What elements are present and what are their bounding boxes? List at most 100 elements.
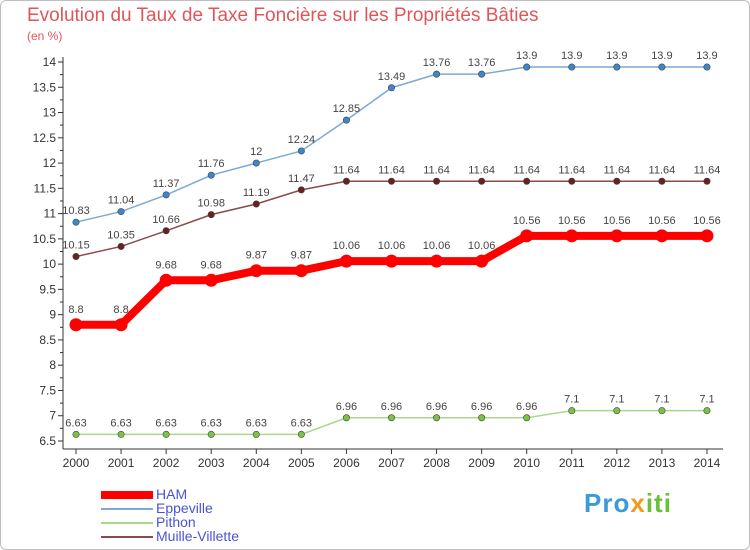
data-point-ham	[114, 318, 128, 332]
logo-part-1: Pro	[584, 488, 631, 518]
data-label-muille-villette: 10.66	[152, 214, 180, 226]
data-point-ham	[69, 318, 83, 332]
data-point-pithon	[162, 430, 170, 438]
x-tick-label: 2000	[63, 456, 90, 470]
x-tick-label: 2002	[153, 456, 180, 470]
data-label-eppeville: 10.83	[62, 205, 90, 217]
legend-item-ham: HAM	[101, 487, 301, 502]
y-tick-label: 11	[44, 207, 57, 221]
data-label-ham: 9.87	[246, 250, 267, 262]
data-label-muille-villette: 11.64	[694, 164, 721, 176]
legend-swatch-muille-villette	[101, 536, 153, 538]
legend-label-muille-villette: Muille-Villette	[156, 528, 239, 544]
data-point-pithon	[703, 407, 711, 415]
data-point-eppeville	[478, 70, 486, 78]
data-point-pithon	[478, 414, 486, 422]
data-point-muille-villette	[162, 227, 170, 235]
data-label-eppeville: 11.37	[153, 178, 180, 190]
series-layer	[69, 63, 714, 438]
data-point-pithon	[433, 414, 441, 422]
data-point-ham	[294, 264, 308, 278]
data-label-eppeville: 13.9	[561, 50, 582, 62]
data-label-muille-villette: 11.64	[378, 164, 405, 176]
data-point-muille-villette	[207, 211, 215, 219]
chart-title: Evolution du Taux de Taxe Foncière sur l…	[27, 5, 539, 26]
data-point-pithon	[72, 430, 80, 438]
data-label-eppeville: 12.85	[333, 103, 361, 115]
data-point-ham	[384, 254, 398, 268]
x-tick-label: 2009	[468, 456, 495, 470]
data-label-eppeville: 13.76	[423, 57, 451, 69]
data-point-ham	[565, 229, 579, 243]
data-label-eppeville: 13.9	[651, 50, 672, 62]
y-tick-label: 6.5	[39, 434, 56, 448]
data-label-ham: 10.56	[513, 215, 541, 227]
data-point-muille-villette	[117, 242, 125, 250]
data-label-ham: 9.68	[155, 259, 176, 271]
data-point-eppeville	[568, 63, 576, 71]
data-point-pithon	[207, 430, 215, 438]
logo-part-2: x	[630, 488, 646, 518]
logo-part-3: iti	[645, 488, 672, 518]
data-point-eppeville	[658, 63, 666, 71]
data-label-eppeville: 12.24	[288, 134, 316, 146]
data-point-eppeville	[117, 208, 125, 216]
legend-swatch-eppeville	[101, 508, 153, 510]
data-label-eppeville: 13.9	[606, 50, 627, 62]
data-label-ham: 10.06	[423, 240, 451, 252]
data-point-pithon	[342, 414, 350, 422]
data-point-ham	[520, 229, 534, 243]
data-label-eppeville: 13.9	[696, 50, 717, 62]
data-point-eppeville	[613, 63, 621, 71]
data-label-eppeville: 13.49	[378, 71, 406, 83]
x-tick-label: 2007	[378, 456, 405, 470]
data-label-ham: 10.06	[378, 240, 406, 252]
data-point-ham	[159, 273, 173, 287]
data-label-pithon: 6.63	[200, 417, 221, 429]
data-label-ham: 10.56	[603, 215, 631, 227]
data-point-muille-villette	[297, 186, 305, 194]
y-tick-label: 12	[43, 156, 57, 170]
x-tick-label: 2004	[243, 456, 270, 470]
data-point-muille-villette	[568, 177, 576, 185]
data-label-pithon: 7.1	[654, 394, 669, 406]
x-tick-label: 2014	[694, 456, 721, 470]
data-label-eppeville: 13.76	[468, 57, 496, 69]
data-label-pithon: 6.63	[155, 417, 176, 429]
legend-item-pithon: Pithon	[101, 515, 301, 530]
y-tick-label: 12.5	[33, 131, 57, 145]
y-tick-label: 14	[43, 55, 57, 69]
data-label-muille-villette: 10.35	[107, 229, 135, 241]
data-point-pithon	[568, 407, 576, 415]
data-label-pithon: 6.63	[65, 417, 86, 429]
data-label-pithon: 6.96	[381, 401, 402, 413]
data-label-muille-villette: 11.64	[513, 164, 540, 176]
y-tick-label: 10	[43, 257, 57, 271]
y-unit-label: (en %)	[27, 29, 63, 43]
data-point-muille-villette	[342, 177, 350, 185]
x-tick-label: 2013	[649, 456, 676, 470]
data-point-muille-villette	[478, 177, 486, 185]
y-tick-label: 9.5	[39, 282, 56, 296]
legend: HAM Eppeville Pithon Muille-Villette	[101, 487, 301, 544]
data-point-muille-villette	[433, 177, 441, 185]
data-label-pithon: 7.1	[564, 394, 579, 406]
data-point-pithon	[117, 430, 125, 438]
data-label-eppeville: 12	[250, 146, 262, 158]
x-tick-label: 2011	[559, 456, 585, 470]
data-label-ham: 9.87	[291, 250, 312, 262]
data-label-muille-villette: 11.64	[603, 164, 630, 176]
data-label-pithon: 6.96	[426, 401, 447, 413]
y-tick-label: 10.5	[33, 232, 57, 246]
data-point-pithon	[658, 407, 666, 415]
data-point-ham	[339, 254, 353, 268]
x-tick-label: 2001	[108, 456, 135, 470]
data-label-muille-villette: 10.15	[62, 240, 90, 252]
data-label-muille-villette: 11.47	[288, 173, 315, 185]
data-point-ham	[430, 254, 444, 268]
y-tick-label: 7	[49, 409, 56, 423]
data-label-ham: 8.8	[68, 304, 83, 316]
y-tick-label: 11.5	[34, 181, 57, 195]
